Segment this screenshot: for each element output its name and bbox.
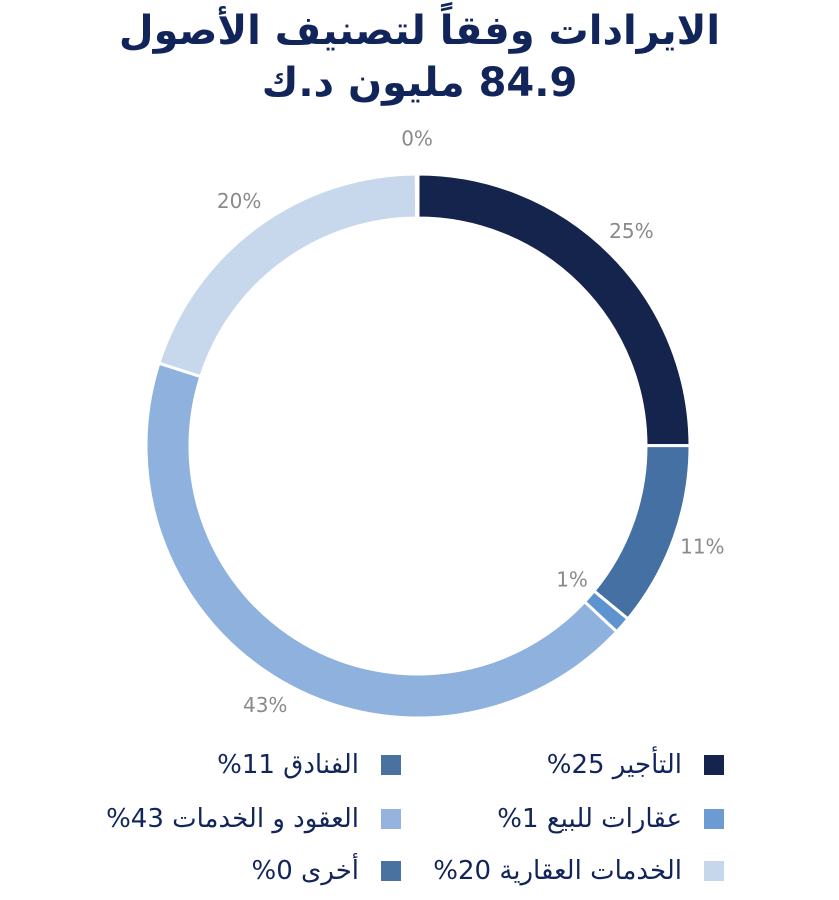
slice-5 bbox=[414, 172, 420, 220]
chart-subtitle: 84.9 مليون د.ك bbox=[261, 60, 578, 106]
data-label-2: 1% bbox=[556, 568, 588, 592]
slice-0 bbox=[416, 172, 692, 448]
data-label-1: 11% bbox=[680, 534, 724, 558]
legend-swatch bbox=[704, 861, 724, 881]
legend-item-contracts-services: العقود و الخدمات 43% bbox=[106, 799, 401, 839]
slice-3 bbox=[144, 361, 619, 720]
legend-label: التأجير 25% bbox=[546, 750, 682, 780]
slice-1 bbox=[591, 444, 692, 622]
data-label-0: 25% bbox=[609, 219, 653, 243]
legend-label: أخرى 0% bbox=[251, 856, 359, 886]
legend-label: العقود و الخدمات 43% bbox=[106, 804, 359, 834]
chart-title: الايرادات وفقاً لتصنيف الأصول bbox=[118, 8, 721, 54]
legend-swatch bbox=[381, 809, 401, 829]
legend-swatch bbox=[381, 861, 401, 881]
legend-item-real-estate-services: الخدمات العقارية 20% bbox=[433, 851, 724, 891]
legend-swatch bbox=[704, 755, 724, 775]
legend-swatch bbox=[381, 755, 401, 775]
legend-swatch bbox=[704, 809, 724, 829]
legend-item-other: أخرى 0% bbox=[251, 851, 401, 891]
legend-item-hotels: الفنادق 11% bbox=[217, 745, 401, 785]
data-label-3: 43% bbox=[243, 693, 287, 717]
legend-label: عقارات للبيع 1% bbox=[497, 804, 682, 834]
legend-label: الخدمات العقارية 20% bbox=[433, 856, 682, 886]
data-label-5: 0% bbox=[401, 127, 433, 151]
data-label-4: 20% bbox=[217, 189, 261, 213]
slice-4 bbox=[157, 172, 419, 379]
legend-item-property-for-sale: عقارات للبيع 1% bbox=[497, 799, 724, 839]
legend-label: الفنادق 11% bbox=[217, 750, 359, 780]
legend-item-leasing: التأجير 25% bbox=[547, 745, 724, 785]
donut-chart: 25% 11% 1% 43% 20% 0% bbox=[144, 127, 725, 720]
